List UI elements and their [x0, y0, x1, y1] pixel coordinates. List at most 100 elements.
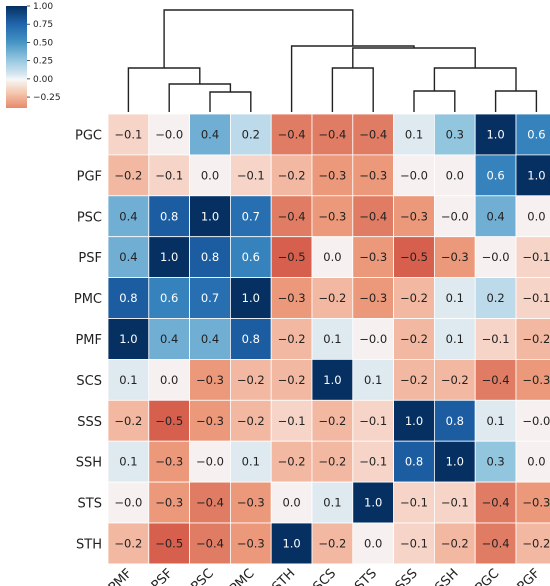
- cell-value-label: 0.2: [486, 291, 504, 305]
- cell-value-label: −0.2: [278, 455, 306, 469]
- heatmap-cell: [107, 522, 150, 565]
- cell-value-label: 0.6: [486, 168, 504, 182]
- cell-value-label: −0.0: [114, 496, 142, 510]
- heatmap-cell: [189, 481, 231, 524]
- heatmap-cell: [393, 481, 435, 524]
- cell-value-label: 0.4: [201, 332, 219, 346]
- heatmap-cell: [393, 195, 435, 238]
- heatmap-cell: [270, 113, 313, 156]
- cell-value-label: −0.2: [237, 414, 265, 428]
- cell-value-label: −0.1: [359, 414, 387, 428]
- cell-value-label: −0.0: [196, 455, 224, 469]
- heatmap-cell: [474, 440, 517, 483]
- cell-value-label: −0.4: [482, 536, 510, 550]
- cell-value-label: −0.2: [278, 373, 306, 387]
- cell-value-label: 1.0: [323, 373, 341, 387]
- heatmap-cell: [515, 522, 550, 565]
- cell-value-label: 0.1: [242, 455, 260, 469]
- row-labels: PGC PGF PSC PSF PMC PMF SCS SSS SSH STS STH: [74, 128, 102, 552]
- heatmap-cell: [311, 522, 354, 565]
- heatmap-cell: [352, 440, 394, 483]
- cell-value-label: 0.0: [364, 536, 382, 550]
- heatmap-cell: [148, 236, 191, 278]
- cell-value-label: 0.3: [486, 455, 504, 469]
- row-label: PSF: [78, 251, 102, 266]
- heatmap-cell: [189, 318, 231, 360]
- heatmap-cell: [229, 113, 272, 156]
- heatmap-cell: [515, 399, 550, 442]
- heatmap-cell: [474, 358, 517, 401]
- heatmap-cell: [474, 195, 517, 238]
- heatmap-cell: [515, 113, 550, 156]
- cell-value-label: 0.3: [446, 127, 464, 141]
- dendrogram-link: [209, 91, 252, 112]
- cell-value-label: 0.1: [119, 455, 137, 469]
- cell-value-label: −0.3: [522, 373, 550, 387]
- heatmap-cell: [311, 318, 354, 360]
- heatmap-cell: [433, 277, 476, 319]
- cell-value-label: 0.4: [119, 250, 137, 264]
- cell-value-label: 1.0: [364, 496, 382, 510]
- heatmap-cell: [311, 440, 354, 483]
- cell-value-label: −0.2: [318, 291, 346, 305]
- heatmap-cell: [229, 154, 272, 197]
- dendrogram-link: [331, 67, 374, 112]
- cell-value-label: −0.1: [441, 496, 469, 510]
- cell-value-label: −0.5: [400, 250, 428, 264]
- heatmap-cell: [393, 236, 435, 278]
- dendrogram-link: [127, 67, 201, 112]
- colorbar-tick-label: 0.25: [33, 57, 53, 67]
- row-label: PMF: [75, 333, 102, 348]
- cell-value-label: −0.2: [318, 414, 346, 428]
- cell-value-label: −0.4: [318, 127, 346, 141]
- dendrogram-link: [494, 90, 538, 112]
- heatmap-cell: [148, 481, 191, 524]
- heatmap-cell: [433, 318, 476, 360]
- heatmap-cell: [270, 481, 313, 524]
- cell-value-label: −0.4: [278, 127, 306, 141]
- cell-value-label: −0.2: [114, 168, 142, 182]
- cell-value-label: −0.4: [359, 127, 387, 141]
- cell-value-label: −0.0: [522, 414, 550, 428]
- cell-value-label: −0.4: [482, 373, 510, 387]
- heatmap-cell: [229, 522, 272, 565]
- colorbar-tick-label: 0.75: [33, 20, 53, 30]
- row-label: SSS: [77, 415, 102, 430]
- heatmap-cell: [393, 440, 435, 483]
- cell-value-label: 0.7: [242, 209, 260, 223]
- heatmap-cell: [311, 277, 354, 319]
- cell-value-label: 0.4: [201, 127, 219, 141]
- cell-value-label: 0.1: [119, 373, 137, 387]
- cell-value-label: 0.4: [160, 332, 178, 346]
- colorbar: 1.00 0.75 0.50 0.25 0.00 −0.25: [6, 2, 61, 108]
- heatmap-cell: [515, 481, 550, 524]
- cell-value-label: −0.2: [114, 414, 142, 428]
- cell-value-label: 0.8: [201, 250, 219, 264]
- heatmap-cell: [107, 195, 150, 238]
- heatmap-cell: [393, 154, 435, 197]
- cell-value-label: −0.1: [522, 291, 550, 305]
- heatmap-cell: [352, 154, 394, 197]
- cell-value-label: −0.0: [359, 332, 387, 346]
- column-label: STS: [352, 566, 380, 586]
- column-dendrogram: [127, 9, 538, 112]
- heatmap-cell: [393, 522, 435, 565]
- cell-value-label: −0.1: [114, 127, 142, 141]
- cell-value-label: 0.0: [323, 250, 341, 264]
- column-label: PSC: [188, 566, 216, 586]
- heatmap-cell: [515, 236, 550, 278]
- cell-value-label: −0.1: [278, 414, 306, 428]
- row-label: PMC: [74, 292, 102, 307]
- cell-value-label: 0.0: [446, 168, 464, 182]
- cell-value-label: −0.2: [522, 536, 550, 550]
- cell-value-label: −0.3: [441, 250, 469, 264]
- heatmap-cell: [270, 358, 313, 401]
- heatmap-cell: [270, 522, 313, 565]
- heatmap-cell: [433, 358, 476, 401]
- dendrogram-link: [433, 67, 517, 91]
- cell-value-label: 0.8: [160, 209, 178, 223]
- cell-value-label: 1.0: [405, 414, 423, 428]
- row-label: PGF: [77, 169, 102, 184]
- cell-value-label: 0.0: [160, 373, 178, 387]
- heatmap-cell: [474, 318, 517, 360]
